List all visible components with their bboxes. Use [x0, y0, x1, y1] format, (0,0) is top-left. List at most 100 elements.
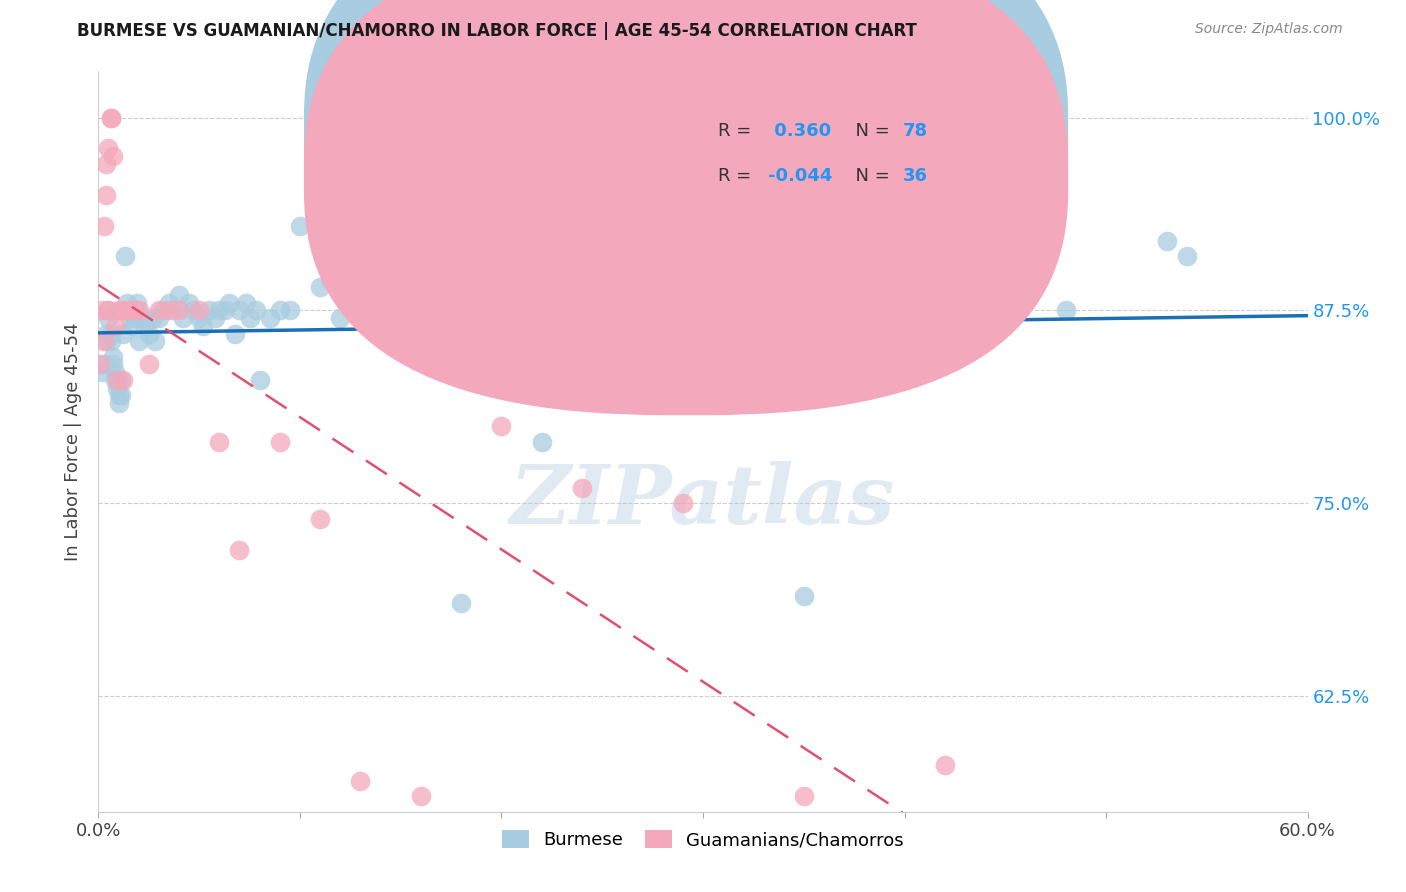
Point: [218, 295, 240, 310]
Point: [121, 318, 143, 333]
Point: [259, 311, 281, 326]
Point: [269, 434, 291, 449]
Point: [278, 303, 301, 318]
Text: R =: R =: [717, 168, 756, 186]
Point: [103, 365, 125, 379]
Point: [157, 303, 180, 318]
Text: 36: 36: [903, 168, 928, 186]
Y-axis label: In Labor Force | Age 45-54: In Labor Force | Age 45-54: [65, 322, 83, 561]
Point: [97, 311, 120, 326]
Point: [228, 303, 250, 318]
Point: [107, 396, 129, 410]
Point: [118, 303, 141, 318]
Point: [208, 434, 231, 449]
Point: [167, 303, 190, 318]
Point: [157, 295, 180, 310]
Point: [111, 373, 134, 387]
Point: [162, 303, 184, 318]
Point: [491, 303, 513, 318]
Point: [198, 303, 221, 318]
Point: [128, 334, 150, 349]
Point: [188, 303, 211, 318]
Point: [167, 288, 190, 302]
Point: [193, 318, 215, 333]
Point: [530, 434, 553, 449]
Point: [138, 326, 160, 341]
Point: [91, 303, 114, 318]
Point: [245, 303, 267, 318]
Text: 78: 78: [903, 121, 928, 139]
Point: [208, 303, 231, 318]
Point: [105, 373, 128, 387]
Point: [319, 272, 342, 286]
FancyBboxPatch shape: [304, 0, 1069, 369]
Point: [105, 380, 128, 394]
Point: [97, 141, 120, 155]
Point: [430, 280, 453, 294]
Point: [239, 311, 262, 326]
Text: BURMESE VS GUAMANIAN/CHAMORRO IN LABOR FORCE | AGE 45-54 CORRELATION CHART: BURMESE VS GUAMANIAN/CHAMORRO IN LABOR F…: [77, 22, 917, 40]
Point: [142, 311, 165, 326]
Point: [309, 280, 332, 294]
Point: [269, 303, 291, 318]
Point: [1156, 234, 1178, 248]
Text: -0.044: -0.044: [768, 168, 832, 186]
Point: [132, 311, 155, 326]
Point: [179, 295, 201, 310]
Point: [96, 326, 118, 341]
Point: [152, 303, 174, 318]
Point: [124, 311, 146, 326]
Point: [114, 249, 136, 264]
Point: [370, 303, 392, 318]
Point: [309, 511, 332, 525]
Text: Source: ZipAtlas.com: Source: ZipAtlas.com: [1195, 22, 1343, 37]
Point: [100, 111, 122, 125]
Point: [571, 481, 593, 495]
Point: [128, 303, 150, 318]
Point: [96, 187, 118, 202]
Point: [349, 265, 371, 279]
Point: [204, 311, 226, 326]
Point: [235, 295, 257, 310]
Point: [491, 419, 513, 434]
Point: [89, 358, 111, 372]
Point: [115, 295, 138, 310]
Point: [329, 311, 352, 326]
Point: [228, 542, 250, 557]
Point: [181, 303, 204, 318]
Point: [1175, 249, 1198, 264]
Point: [571, 326, 593, 341]
Point: [111, 326, 134, 341]
Text: R =: R =: [717, 121, 756, 139]
Point: [409, 789, 432, 804]
Text: ZIPatlas: ZIPatlas: [510, 461, 896, 541]
Point: [934, 758, 956, 772]
Point: [93, 219, 115, 233]
FancyBboxPatch shape: [304, 0, 1069, 416]
Point: [97, 303, 120, 318]
Point: [101, 358, 124, 372]
Point: [96, 157, 118, 171]
Point: [143, 334, 166, 349]
Point: [103, 318, 125, 333]
Point: [793, 789, 815, 804]
Point: [101, 149, 124, 163]
Legend: Burmese, Guamanians/Chamorros: Burmese, Guamanians/Chamorros: [494, 821, 912, 858]
Point: [974, 280, 997, 294]
Point: [214, 303, 236, 318]
Point: [389, 303, 412, 318]
Point: [107, 388, 129, 402]
Text: N =: N =: [845, 168, 896, 186]
FancyBboxPatch shape: [648, 101, 1005, 211]
Point: [105, 373, 128, 387]
Point: [672, 318, 695, 333]
Point: [125, 295, 148, 310]
Point: [349, 773, 371, 788]
Point: [100, 111, 122, 125]
Text: N =: N =: [845, 121, 896, 139]
Point: [110, 388, 132, 402]
Point: [114, 303, 136, 318]
Point: [249, 373, 271, 387]
Point: [110, 303, 132, 318]
Point: [93, 334, 115, 349]
